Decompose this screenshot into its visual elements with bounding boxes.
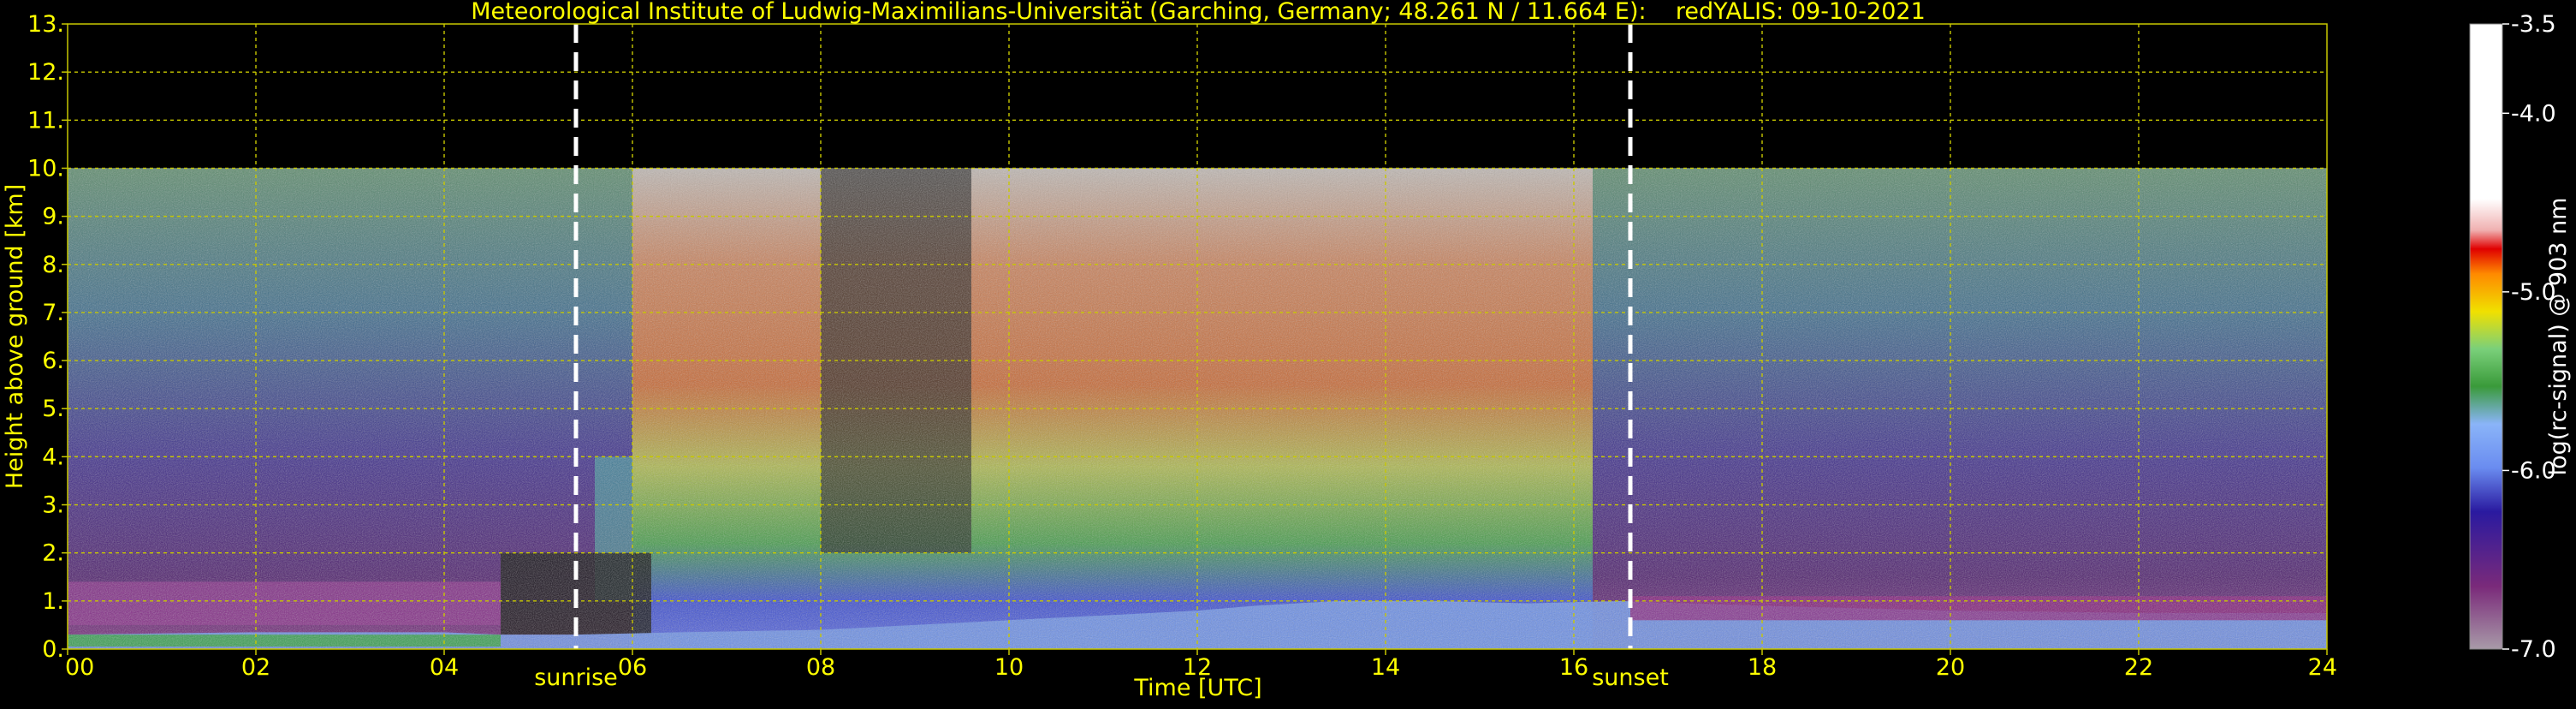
- y-tick-label: 10.: [27, 155, 64, 182]
- grid: [68, 24, 2327, 649]
- y-tick-label: 12.: [27, 59, 64, 86]
- y-tick-label: 7.: [42, 300, 64, 326]
- sun-markers: sunrise sunset: [534, 24, 1669, 691]
- x-axis-ticks: 00 02 04 06 08 10 12 14 16 18 20 22 24: [65, 649, 2337, 681]
- marker-label-sunset: sunset: [1592, 664, 1669, 691]
- colorbar-tick-label: -6.0: [2511, 457, 2556, 484]
- y-tick-label: 2.: [42, 540, 64, 567]
- colorbar-tick-label: -5.0: [2511, 279, 2556, 306]
- colorbar-label: log(rc-signal) @ 903 nm: [2545, 198, 2572, 476]
- x-tick-label: 04: [430, 654, 459, 681]
- x-tick-label: 14: [1371, 654, 1400, 681]
- x-tick-label: 12: [1183, 654, 1212, 681]
- x-tick-label: 00: [65, 654, 94, 681]
- x-tick-label: 02: [241, 654, 270, 681]
- y-tick-label: 5.: [42, 396, 64, 422]
- colorbar-gradient: [2469, 23, 2503, 650]
- y-tick-label: 4.: [42, 444, 64, 470]
- x-tick-label: 20: [1936, 654, 1965, 681]
- chart-title: Meteorological Institute of Ludwig-Maxim…: [471, 0, 1926, 25]
- y-tick-label: 13.: [27, 11, 64, 38]
- y-tick-label: 11.: [27, 107, 64, 134]
- colorbar: -3.5 -4.0 -5.0 -6.0 -7.0 log(rc-signal) @ 90…: [2469, 11, 2572, 663]
- x-tick-label: 06: [618, 654, 647, 681]
- y-tick-label: 8.: [42, 252, 64, 278]
- y-tick-label: 6.: [42, 348, 64, 374]
- y-tick-label: 0.: [42, 636, 64, 663]
- colorbar-ticks: -3.5 -4.0 -5.0 -6.0 -7.0: [2502, 11, 2556, 663]
- y-tick-label: 9.: [42, 204, 64, 230]
- colorbar-tick-label: -3.5: [2511, 11, 2556, 38]
- colorbar-tick-label: -4.0: [2511, 100, 2556, 127]
- y-tick-label: 1.: [42, 588, 64, 615]
- y-axis-ticks: 0. 1. 2. 3. 4. 5. 6. 7. 8. 9. 10. 11. 12. 13.: [27, 11, 68, 663]
- y-tick-label: 3.: [42, 492, 64, 519]
- y-axis-label: Height above ground [km]: [2, 184, 28, 489]
- x-tick-label: 24: [2308, 654, 2337, 681]
- marker-label-sunrise: sunrise: [534, 664, 618, 691]
- x-axis-label: Time [UTC]: [1133, 675, 1261, 701]
- x-tick-label: 10: [994, 654, 1024, 681]
- x-tick-label: 08: [806, 654, 835, 681]
- x-tick-label: 18: [1748, 654, 1777, 681]
- colorbar-tick-label: -7.0: [2511, 636, 2556, 663]
- x-tick-label: 16: [1559, 654, 1588, 681]
- x-tick-label: 22: [2124, 654, 2153, 681]
